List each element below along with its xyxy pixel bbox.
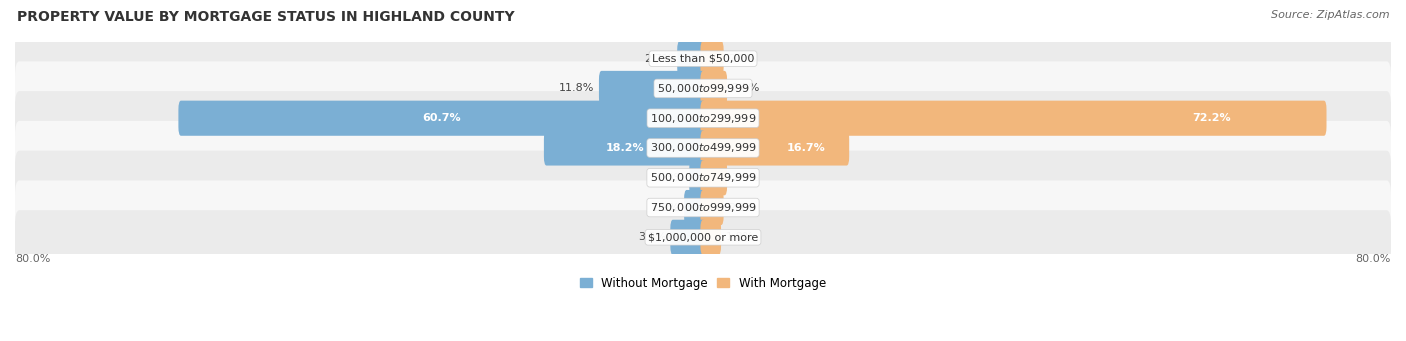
Text: 1.3%: 1.3%	[657, 173, 685, 183]
Text: $1,000,000 or more: $1,000,000 or more	[648, 232, 758, 242]
Text: 60.7%: 60.7%	[423, 113, 461, 123]
Text: $500,000 to $749,999: $500,000 to $749,999	[650, 171, 756, 184]
Text: 3.5%: 3.5%	[638, 232, 666, 242]
Text: 2.5%: 2.5%	[731, 173, 759, 183]
FancyBboxPatch shape	[179, 101, 706, 136]
FancyBboxPatch shape	[544, 130, 706, 165]
FancyBboxPatch shape	[700, 101, 1326, 136]
FancyBboxPatch shape	[15, 121, 1391, 175]
Text: $750,000 to $999,999: $750,000 to $999,999	[650, 201, 756, 214]
Text: 1.9%: 1.9%	[651, 203, 679, 212]
FancyBboxPatch shape	[678, 41, 706, 76]
FancyBboxPatch shape	[15, 180, 1391, 235]
FancyBboxPatch shape	[599, 71, 706, 106]
FancyBboxPatch shape	[671, 220, 706, 255]
FancyBboxPatch shape	[15, 32, 1391, 86]
Text: 18.2%: 18.2%	[606, 143, 644, 153]
Text: PROPERTY VALUE BY MORTGAGE STATUS IN HIGHLAND COUNTY: PROPERTY VALUE BY MORTGAGE STATUS IN HIG…	[17, 10, 515, 24]
Text: 2.5%: 2.5%	[731, 84, 759, 93]
Text: 11.8%: 11.8%	[560, 84, 595, 93]
FancyBboxPatch shape	[700, 160, 727, 195]
Text: 80.0%: 80.0%	[15, 254, 51, 264]
Text: Source: ZipAtlas.com: Source: ZipAtlas.com	[1271, 10, 1389, 20]
FancyBboxPatch shape	[700, 190, 724, 225]
FancyBboxPatch shape	[685, 190, 706, 225]
Text: $300,000 to $499,999: $300,000 to $499,999	[650, 142, 756, 154]
FancyBboxPatch shape	[15, 61, 1391, 116]
FancyBboxPatch shape	[700, 41, 724, 76]
FancyBboxPatch shape	[700, 71, 727, 106]
FancyBboxPatch shape	[15, 210, 1391, 264]
FancyBboxPatch shape	[15, 151, 1391, 205]
FancyBboxPatch shape	[700, 130, 849, 165]
Legend: Without Mortgage, With Mortgage: Without Mortgage, With Mortgage	[575, 272, 831, 294]
Text: $100,000 to $299,999: $100,000 to $299,999	[650, 112, 756, 125]
Text: 16.7%: 16.7%	[786, 143, 825, 153]
FancyBboxPatch shape	[689, 160, 706, 195]
Text: 72.2%: 72.2%	[1192, 113, 1230, 123]
Text: 2.7%: 2.7%	[644, 54, 673, 64]
Text: 1.8%: 1.8%	[725, 232, 754, 242]
Text: Less than $50,000: Less than $50,000	[652, 54, 754, 64]
Text: 2.1%: 2.1%	[728, 203, 756, 212]
Text: 80.0%: 80.0%	[1355, 254, 1391, 264]
FancyBboxPatch shape	[700, 220, 721, 255]
Text: $50,000 to $99,999: $50,000 to $99,999	[657, 82, 749, 95]
Text: 2.1%: 2.1%	[728, 54, 756, 64]
FancyBboxPatch shape	[15, 91, 1391, 145]
